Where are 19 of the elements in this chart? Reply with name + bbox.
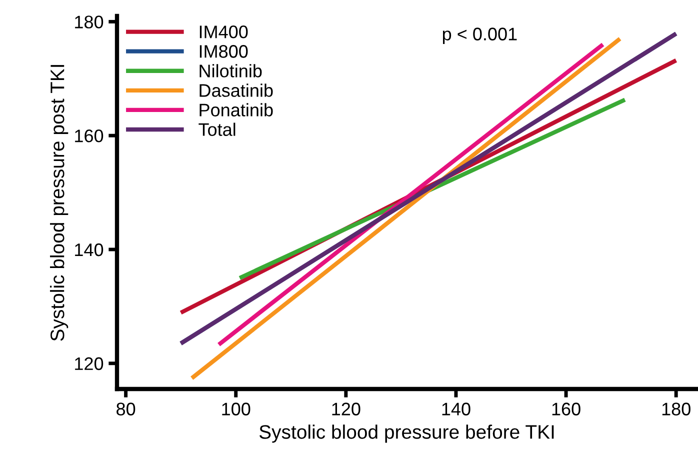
x-tick-label: 120 bbox=[332, 402, 360, 416]
y-axis-title: Systolic blood pressure post TKI bbox=[50, 65, 68, 341]
annotation: p < 0.001 bbox=[442, 28, 517, 44]
x-tick-label: 160 bbox=[552, 402, 580, 416]
legend-label: Nilotinib bbox=[200, 64, 262, 78]
x-tick-label: 140 bbox=[442, 402, 470, 416]
x-tick-label: 100 bbox=[222, 402, 250, 416]
x-tick-label: 180 bbox=[662, 402, 690, 416]
legend-label: IM400 bbox=[200, 26, 248, 38]
legend-label: IM800 bbox=[200, 45, 248, 58]
y-tick-label: 140 bbox=[75, 243, 104, 256]
legend-label: Ponatinib bbox=[200, 103, 273, 116]
legend-label: Total bbox=[198, 122, 236, 136]
legend-label: Dasatinib bbox=[200, 84, 273, 97]
y-tick-label: 160 bbox=[75, 130, 104, 142]
x-tick-label: 80 bbox=[116, 402, 136, 416]
y-tick-label: 120 bbox=[75, 357, 104, 370]
x-axis-title: Systolic blood pressure before TKI bbox=[259, 424, 554, 443]
y-tick-label: 180 bbox=[75, 16, 104, 28]
